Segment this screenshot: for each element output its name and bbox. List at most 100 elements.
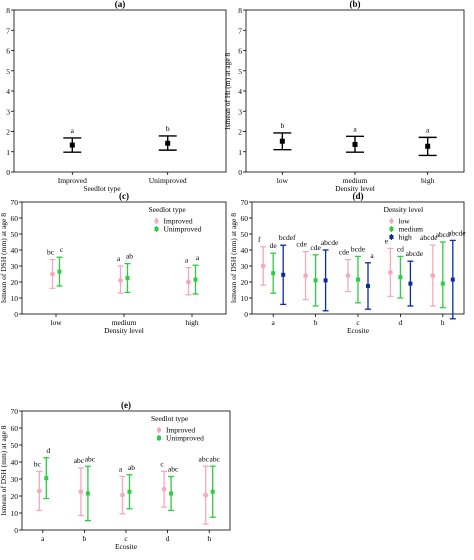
panel-title: (a) — [115, 0, 126, 9]
x-tick-label: a — [41, 534, 45, 543]
panel-title: (c) — [119, 191, 129, 201]
y-tick-label: 60 — [241, 214, 249, 223]
series-unimproved: cab a — [56, 245, 200, 295]
y-tick-label: 4 — [238, 87, 242, 96]
significance-letter: c — [160, 459, 164, 468]
x-axis-label: Ecosite — [347, 326, 370, 335]
mean-point — [430, 273, 436, 278]
significance-letter: cde — [310, 243, 321, 252]
significance-letter: a — [117, 254, 121, 263]
significance-letter: a — [185, 256, 189, 265]
mean-point — [408, 281, 413, 286]
significance-letter: abc — [198, 454, 209, 463]
mean-point — [271, 271, 276, 276]
y-tick-label: 10 — [11, 509, 19, 518]
legend-key-marker — [154, 218, 159, 224]
x-tick-label: c — [356, 318, 360, 327]
significance-letter: ab — [128, 463, 135, 472]
y-axis-label: lsmean of DSH (mm) at age 8 — [0, 213, 8, 303]
y-tick-label: 1 — [238, 148, 242, 157]
y-axis-label: lsmean of Ht (m) at age 8 — [223, 52, 232, 129]
legend-entry-label: Improved — [166, 426, 195, 435]
mean-point — [120, 492, 125, 498]
y-tick-label: 5 — [238, 67, 242, 76]
legend-key-marker — [154, 227, 159, 231]
series-improved: bc a a — [47, 248, 192, 296]
legend-title: Seedlot type — [148, 205, 186, 214]
mean-point — [125, 276, 130, 280]
mean-point — [260, 263, 266, 269]
x-axis-label: Density level — [335, 184, 375, 193]
legend-entry-label: low — [398, 217, 410, 226]
significance-letter: abcde — [448, 228, 466, 237]
mean-point — [323, 278, 328, 283]
y-tick-label: 50 — [241, 230, 249, 239]
x-tick-label: b — [83, 534, 87, 543]
significance-letter: c — [60, 245, 64, 254]
y-tick-label: 0 — [244, 310, 248, 319]
y-tick-label: 60 — [11, 424, 19, 433]
x-tick-label: high — [421, 176, 435, 185]
significance-letter: de — [270, 241, 278, 250]
legend-key-marker — [389, 227, 394, 231]
x-tick-label: h — [441, 318, 445, 327]
x-tick-label: medium — [112, 318, 137, 327]
x-tick-label: d — [399, 318, 403, 327]
y-axis-label: lsmean of DSH (mm) at age 8 — [0, 425, 8, 515]
mean-point — [203, 492, 209, 498]
mean-point — [165, 140, 171, 146]
x-axis-label: Seedlot type — [83, 184, 121, 193]
significance-letter: bc — [47, 248, 55, 257]
mean-point — [36, 488, 42, 494]
significance-letter: bcde — [351, 244, 366, 253]
significance-letter: abcde — [321, 238, 339, 247]
mean-point — [440, 281, 445, 286]
x-tick-label: Unimproved — [149, 176, 187, 185]
y-tick-label: 5 — [6, 67, 10, 76]
mean-point — [366, 284, 370, 288]
legend-title: Seedlot type — [151, 414, 189, 423]
mean-point — [388, 270, 393, 275]
y-tick-label: 10 — [241, 294, 249, 303]
significance-letter: cd — [397, 244, 404, 253]
y-axis-label: lsmean of DSH (mm) at age 8 — [229, 213, 238, 303]
mean-point — [345, 273, 351, 278]
y-tick-label: 20 — [11, 492, 19, 501]
y-tick-label: 3 — [6, 107, 10, 116]
x-tick-label: a — [272, 318, 276, 327]
y-tick-label: 2 — [6, 128, 10, 137]
y-tick-label: 7 — [6, 26, 10, 35]
y-tick-label: 70 — [241, 198, 249, 207]
y-tick-label: 1 — [6, 148, 10, 157]
mean-point — [44, 476, 49, 481]
y-tick-label: 20 — [241, 278, 249, 287]
y-tick-label: 50 — [11, 230, 19, 239]
x-tick-label: d — [166, 534, 170, 543]
y-tick-label: 40 — [11, 246, 19, 255]
significance-letter: a — [119, 464, 123, 473]
mean-point — [352, 141, 358, 147]
y-tick-label: 70 — [11, 198, 19, 207]
panel-title: (b) — [350, 0, 361, 9]
x-tick-label: c — [124, 534, 128, 543]
significance-letter: abc — [85, 454, 96, 463]
significance-letter: a — [353, 124, 357, 133]
significance-letter: f — [258, 235, 261, 244]
mean-point — [169, 491, 174, 496]
mean-point — [425, 143, 431, 149]
significance-letter: abcde — [406, 249, 424, 258]
y-tick-label: 40 — [241, 246, 249, 255]
significance-letter: abc — [168, 464, 179, 473]
mean-point — [313, 278, 318, 283]
significance-letter: ab — [126, 252, 133, 261]
legend-key-marker — [389, 218, 394, 224]
mean-point — [127, 489, 132, 494]
panel-e: (e) 0 10 20 30 40 50 60 70 lsmean of DSH (mm) at … — [0, 400, 231, 551]
